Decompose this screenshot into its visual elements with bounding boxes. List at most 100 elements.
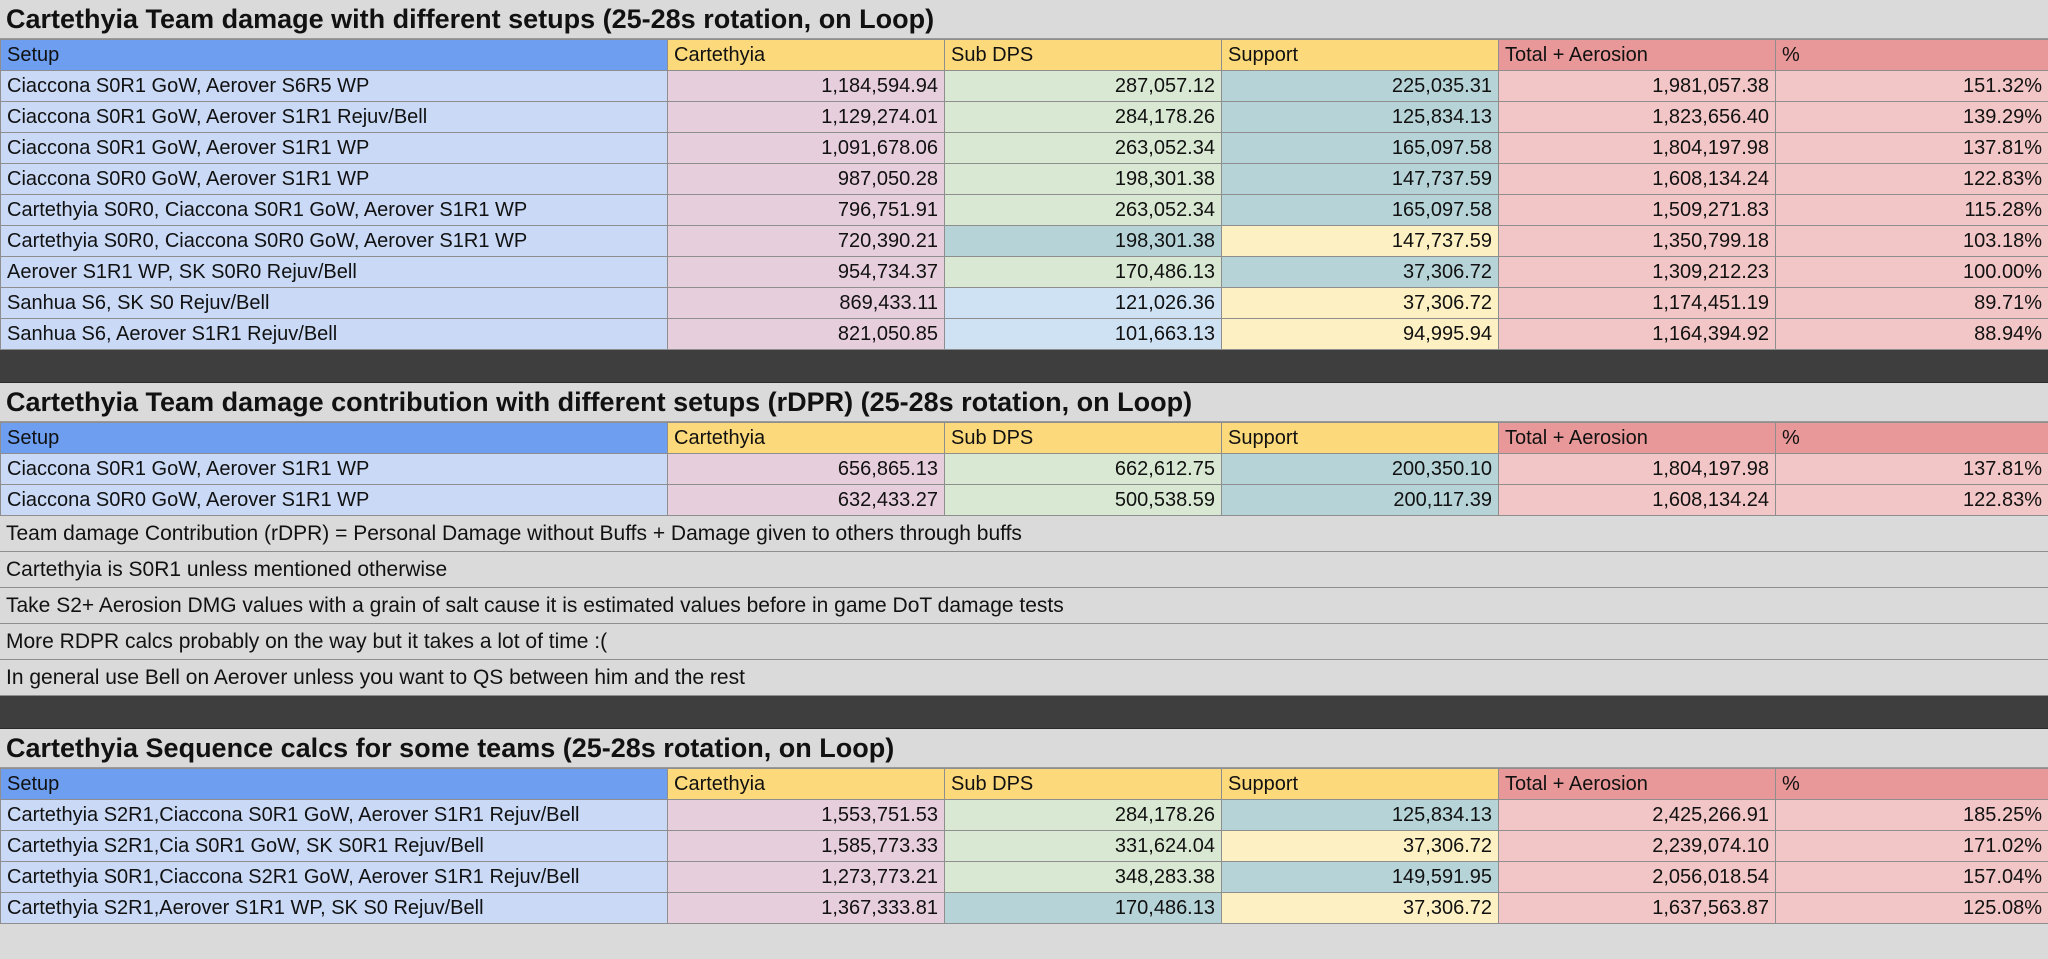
cell-support[interactable]: 37,306.72: [1221, 892, 1499, 924]
cell-setup[interactable]: Sanhua S6, SK S0 Rejuv/Bell: [0, 287, 668, 319]
cell-support[interactable]: 200,350.10: [1221, 453, 1499, 485]
cell-support[interactable]: 125,834.13: [1221, 101, 1499, 133]
cell-percent[interactable]: 139.29%: [1775, 101, 2048, 133]
cell-percent[interactable]: 103.18%: [1775, 225, 2048, 257]
cell-setup[interactable]: Ciaccona S0R1 GoW, Aerover S1R1 WP: [0, 132, 668, 164]
cell-support[interactable]: 200,117.39: [1221, 484, 1499, 516]
note-row[interactable]: More RDPR calcs probably on the way but …: [0, 624, 2048, 660]
cell-sub-dps[interactable]: 500,538.59: [944, 484, 1222, 516]
cell-percent[interactable]: 157.04%: [1775, 861, 2048, 893]
cell-setup[interactable]: Ciaccona S0R0 GoW, Aerover S1R1 WP: [0, 163, 668, 195]
header-sub-dps[interactable]: Sub DPS: [944, 768, 1222, 800]
cell-support[interactable]: 37,306.72: [1221, 256, 1499, 288]
cell-sub-dps[interactable]: 348,283.38: [944, 861, 1222, 893]
cell-setup[interactable]: Cartethyia S0R0, Ciaccona S0R0 GoW, Aero…: [0, 225, 668, 257]
note-row[interactable]: Team damage Contribution (rDPR) = Person…: [0, 516, 2048, 552]
cell-percent[interactable]: 115.28%: [1775, 194, 2048, 226]
cell-total[interactable]: 1,164,394.92: [1498, 318, 1776, 350]
cell-setup[interactable]: Cartethyia S2R1,Ciaccona S0R1 GoW, Aerov…: [0, 799, 668, 831]
header-cartethyia[interactable]: Cartethyia: [667, 422, 945, 454]
cell-percent[interactable]: 88.94%: [1775, 318, 2048, 350]
cell-percent[interactable]: 151.32%: [1775, 70, 2048, 102]
header-support[interactable]: Support: [1221, 422, 1499, 454]
cell-cartethyia[interactable]: 720,390.21: [667, 225, 945, 257]
note-row[interactable]: Cartethyia is S0R1 unless mentioned othe…: [0, 552, 2048, 588]
note-row[interactable]: In general use Bell on Aerover unless yo…: [0, 660, 2048, 696]
cell-total[interactable]: 1,608,134.24: [1498, 163, 1776, 195]
cell-total[interactable]: 2,239,074.10: [1498, 830, 1776, 862]
header-percent[interactable]: %: [1775, 422, 2048, 454]
cell-sub-dps[interactable]: 331,624.04: [944, 830, 1222, 862]
cell-total[interactable]: 1,309,212.23: [1498, 256, 1776, 288]
cell-percent[interactable]: 125.08%: [1775, 892, 2048, 924]
cell-total[interactable]: 2,056,018.54: [1498, 861, 1776, 893]
cell-setup[interactable]: Ciaccona S0R1 GoW, Aerover S6R5 WP: [0, 70, 668, 102]
cell-cartethyia[interactable]: 821,050.85: [667, 318, 945, 350]
header-total[interactable]: Total + Aerosion: [1498, 39, 1776, 71]
cell-sub-dps[interactable]: 170,486.13: [944, 892, 1222, 924]
cell-setup[interactable]: Cartethyia S2R1,Cia S0R1 GoW, SK S0R1 Re…: [0, 830, 668, 862]
cell-cartethyia[interactable]: 954,734.37: [667, 256, 945, 288]
cell-support[interactable]: 225,035.31: [1221, 70, 1499, 102]
cell-cartethyia[interactable]: 869,433.11: [667, 287, 945, 319]
cell-total[interactable]: 1,981,057.38: [1498, 70, 1776, 102]
cell-support[interactable]: 149,591.95: [1221, 861, 1499, 893]
cell-sub-dps[interactable]: 263,052.34: [944, 132, 1222, 164]
cell-cartethyia[interactable]: 1,585,773.33: [667, 830, 945, 862]
cell-sub-dps[interactable]: 170,486.13: [944, 256, 1222, 288]
cell-total[interactable]: 1,823,656.40: [1498, 101, 1776, 133]
cell-sub-dps[interactable]: 284,178.26: [944, 799, 1222, 831]
cell-setup[interactable]: Ciaccona S0R0 GoW, Aerover S1R1 WP: [0, 484, 668, 516]
cell-total[interactable]: 1,350,799.18: [1498, 225, 1776, 257]
cell-cartethyia[interactable]: 1,091,678.06: [667, 132, 945, 164]
header-support[interactable]: Support: [1221, 768, 1499, 800]
cell-support[interactable]: 125,834.13: [1221, 799, 1499, 831]
cell-total[interactable]: 1,509,271.83: [1498, 194, 1776, 226]
section-title[interactable]: Cartethyia Team damage contribution with…: [0, 383, 2048, 422]
cell-cartethyia[interactable]: 1,367,333.81: [667, 892, 945, 924]
cell-setup[interactable]: Cartethyia S0R0, Ciaccona S0R1 GoW, Aero…: [0, 194, 668, 226]
cell-sub-dps[interactable]: 198,301.38: [944, 163, 1222, 195]
header-percent[interactable]: %: [1775, 39, 2048, 71]
cell-percent[interactable]: 100.00%: [1775, 256, 2048, 288]
header-setup[interactable]: Setup: [0, 39, 668, 71]
cell-cartethyia[interactable]: 987,050.28: [667, 163, 945, 195]
cell-percent[interactable]: 122.83%: [1775, 484, 2048, 516]
cell-sub-dps[interactable]: 662,612.75: [944, 453, 1222, 485]
cell-setup[interactable]: Aerover S1R1 WP, SK S0R0 Rejuv/Bell: [0, 256, 668, 288]
cell-support[interactable]: 37,306.72: [1221, 830, 1499, 862]
cell-sub-dps[interactable]: 263,052.34: [944, 194, 1222, 226]
note-row[interactable]: Take S2+ Aerosion DMG values with a grai…: [0, 588, 2048, 624]
header-sub-dps[interactable]: Sub DPS: [944, 422, 1222, 454]
cell-support[interactable]: 147,737.59: [1221, 225, 1499, 257]
header-percent[interactable]: %: [1775, 768, 2048, 800]
section-title[interactable]: Cartethyia Team damage with different se…: [0, 0, 2048, 39]
cell-cartethyia[interactable]: 1,553,751.53: [667, 799, 945, 831]
cell-cartethyia[interactable]: 1,129,274.01: [667, 101, 945, 133]
header-cartethyia[interactable]: Cartethyia: [667, 39, 945, 71]
cell-sub-dps[interactable]: 284,178.26: [944, 101, 1222, 133]
cell-percent[interactable]: 122.83%: [1775, 163, 2048, 195]
cell-percent[interactable]: 185.25%: [1775, 799, 2048, 831]
cell-setup[interactable]: Cartethyia S2R1,Aerover S1R1 WP, SK S0 R…: [0, 892, 668, 924]
cell-cartethyia[interactable]: 1,184,594.94: [667, 70, 945, 102]
cell-cartethyia[interactable]: 632,433.27: [667, 484, 945, 516]
cell-cartethyia[interactable]: 1,273,773.21: [667, 861, 945, 893]
cell-sub-dps[interactable]: 287,057.12: [944, 70, 1222, 102]
cell-total[interactable]: 1,174,451.19: [1498, 287, 1776, 319]
cell-total[interactable]: 1,804,197.98: [1498, 453, 1776, 485]
header-support[interactable]: Support: [1221, 39, 1499, 71]
cell-support[interactable]: 147,737.59: [1221, 163, 1499, 195]
cell-support[interactable]: 37,306.72: [1221, 287, 1499, 319]
cell-total[interactable]: 1,804,197.98: [1498, 132, 1776, 164]
cell-percent[interactable]: 137.81%: [1775, 132, 2048, 164]
cell-support[interactable]: 165,097.58: [1221, 194, 1499, 226]
header-total[interactable]: Total + Aerosion: [1498, 768, 1776, 800]
header-sub-dps[interactable]: Sub DPS: [944, 39, 1222, 71]
cell-total[interactable]: 1,637,563.87: [1498, 892, 1776, 924]
section-title[interactable]: Cartethyia Sequence calcs for some teams…: [0, 729, 2048, 768]
cell-setup[interactable]: Ciaccona S0R1 GoW, Aerover S1R1 WP: [0, 453, 668, 485]
cell-support[interactable]: 94,995.94: [1221, 318, 1499, 350]
cell-sub-dps[interactable]: 198,301.38: [944, 225, 1222, 257]
cell-total[interactable]: 1,608,134.24: [1498, 484, 1776, 516]
